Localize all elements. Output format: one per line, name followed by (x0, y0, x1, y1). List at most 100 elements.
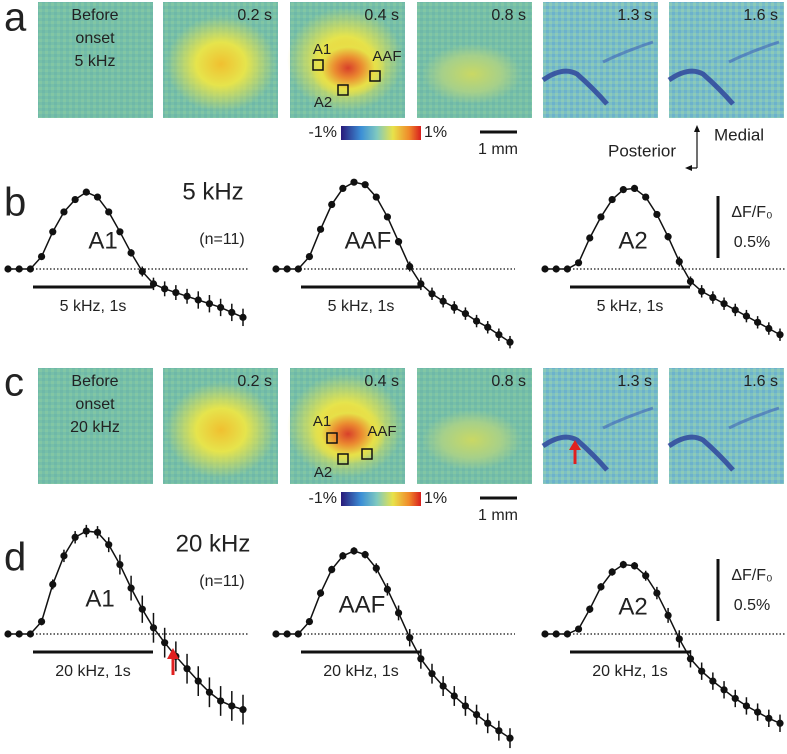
frame-label: onset (75, 396, 115, 413)
data-point (472, 317, 481, 325)
data-point (372, 564, 380, 572)
red-arrow-head (167, 648, 179, 659)
data-point (394, 609, 403, 617)
data-point (71, 533, 79, 541)
dark-vessel (541, 434, 609, 472)
roi-box (337, 84, 349, 96)
roi-label: A1 (313, 41, 331, 58)
data-point (642, 572, 650, 580)
data-point (653, 210, 661, 219)
data-point (82, 527, 90, 535)
data-point (506, 734, 514, 742)
data-point (484, 719, 492, 727)
trace-line (276, 550, 511, 739)
data-point (439, 682, 447, 690)
data-point (305, 253, 314, 261)
data-point (586, 234, 594, 242)
frame-label: 0.2 s (237, 373, 272, 390)
colorbar-min: -1% (309, 490, 337, 507)
trace-line (545, 563, 781, 724)
data-point (765, 714, 773, 722)
data-point (217, 303, 225, 312)
data-point (461, 310, 470, 318)
data-point (653, 589, 661, 597)
data-point (82, 188, 90, 196)
data-point (495, 331, 503, 339)
data-point (630, 184, 639, 192)
data-point (183, 665, 191, 673)
sample-size: (n=11) (199, 573, 245, 590)
frame-label: 5 kHz (75, 53, 116, 70)
data-point (698, 667, 706, 675)
image-frame (38, 2, 153, 118)
data-point (731, 306, 739, 314)
condition-title: 5 kHz (182, 178, 243, 205)
data-point (664, 611, 672, 620)
data-point (37, 618, 46, 626)
roi-label: A1 (313, 413, 331, 430)
data-point (228, 308, 236, 316)
data-point (484, 323, 492, 331)
frame-label: 20 kHz (70, 419, 120, 436)
data-point (272, 630, 280, 638)
data-point (428, 670, 436, 678)
stimulus-label: 20 kHz, 1s (55, 663, 131, 680)
trace-label: A2 (618, 593, 647, 620)
data-point (619, 560, 627, 569)
colorbar-max: 1% (424, 124, 447, 141)
stimulus-label: 20 kHz, 1s (592, 663, 668, 680)
dff-scale-title: ΔF/F₀ (731, 567, 772, 584)
data-point (205, 688, 214, 696)
frame-label: 0.8 s (491, 373, 526, 390)
dark-vessel (602, 406, 654, 430)
frame-label: 0.4 s (364, 373, 399, 390)
content: a Before onset 5 kHz 0.2 s 0.4 s 0.8 s 1.3 s 1.6… (4, 0, 785, 749)
orientation-arrows (690, 130, 698, 169)
data-point (149, 280, 158, 288)
stimulus-label: 5 kHz, 1s (597, 298, 664, 315)
frame-label: 1.6 s (743, 373, 778, 390)
data-point (93, 528, 102, 536)
trace-line (8, 530, 244, 711)
roi-label: AAF (372, 48, 401, 65)
data-point (26, 265, 34, 273)
data-point (328, 565, 336, 574)
roi-box (361, 448, 373, 460)
data-point (328, 200, 336, 209)
frame-label: 1.6 s (743, 7, 778, 24)
data-point (417, 655, 425, 663)
data-point (15, 630, 23, 638)
data-point (541, 265, 549, 273)
roi-label: A2 (314, 464, 332, 481)
data-point (350, 547, 358, 555)
frame-label: 0.8 s (491, 7, 526, 24)
data-point (239, 313, 247, 321)
data-point (450, 303, 458, 312)
data-point (394, 238, 403, 246)
stimulus-label: 20 kHz, 1s (323, 663, 399, 680)
dark-vessel (667, 68, 735, 106)
data-point (272, 265, 280, 273)
data-point (316, 225, 325, 233)
data-point (361, 181, 369, 189)
data-point (239, 706, 247, 714)
data-point (4, 265, 12, 273)
frame-label: 0.4 s (364, 7, 399, 24)
data-point (406, 634, 414, 642)
red-arrow-head (569, 440, 581, 450)
data-point (15, 265, 23, 273)
data-point (305, 618, 314, 626)
arrow-head (685, 165, 692, 171)
data-point (406, 262, 414, 271)
data-point (608, 568, 616, 576)
frame-label: Before (71, 373, 118, 390)
stimulus-label: 5 kHz, 1s (328, 298, 395, 315)
data-point (552, 630, 560, 638)
data-point (37, 253, 46, 261)
data-point (194, 296, 202, 304)
dark-vessel (728, 406, 780, 430)
data-point (71, 195, 79, 204)
panel-letter: a (4, 0, 27, 40)
activation-blob (422, 44, 522, 104)
